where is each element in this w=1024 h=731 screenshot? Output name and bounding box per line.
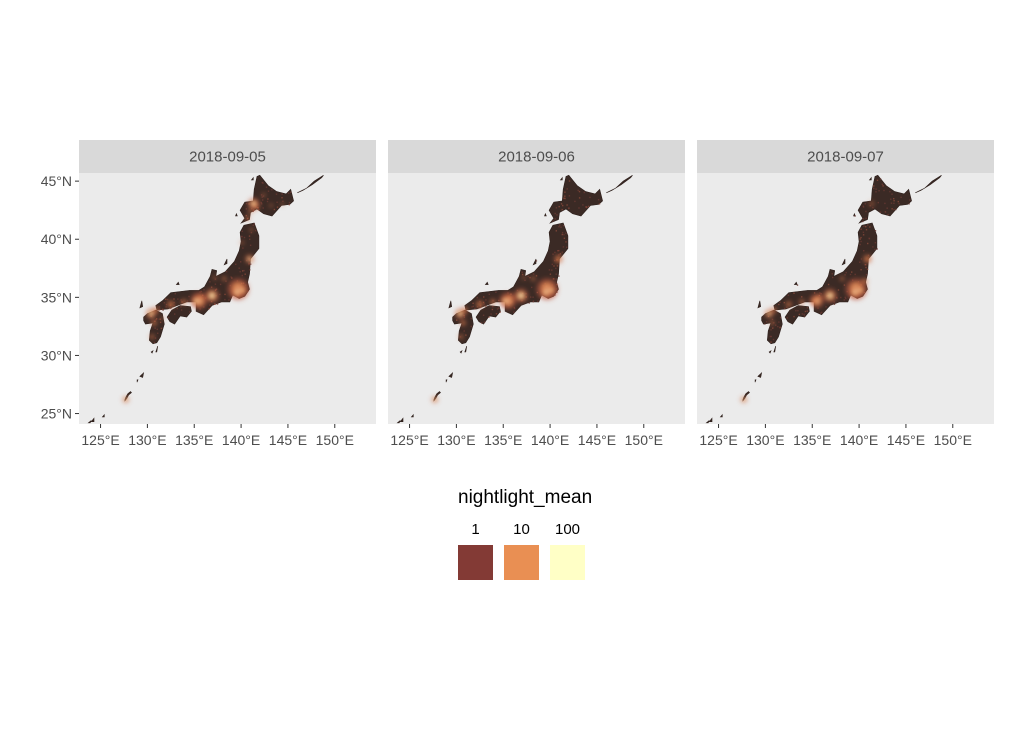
island-ishigaki	[708, 417, 713, 423]
x-tick-label: 150°E	[316, 432, 354, 448]
legend-key	[550, 545, 585, 580]
y-tick-label: 40°N	[41, 231, 72, 247]
nightlight-clusters	[122, 192, 285, 404]
island-miyako	[719, 413, 723, 418]
facet-strip-label: 2018-09-05	[189, 149, 266, 166]
facet-strip	[388, 140, 685, 173]
island-okushiri	[235, 212, 238, 217]
legend-label: 10	[513, 521, 530, 538]
y-axis: 25°N 30°N 35°N 40°N 45°N	[41, 173, 79, 422]
x-tick-label: 145°E	[578, 432, 616, 448]
x-tick-label: 130°E	[746, 432, 784, 448]
x-tick-label: 135°E	[175, 432, 213, 448]
island-kuril1	[915, 175, 942, 194]
japan-map	[396, 174, 633, 424]
island-ishigaki	[399, 417, 404, 423]
x-tick-label: 140°E	[222, 432, 260, 448]
y-tick-label: 25°N	[41, 406, 72, 422]
island-miyako	[410, 413, 414, 418]
island-oki	[484, 281, 489, 285]
nightlight-clusters	[740, 200, 876, 404]
island-shikoku	[784, 305, 810, 325]
legend-title: nightlight_mean	[458, 487, 592, 508]
legend-label: 1	[471, 521, 479, 538]
island-oki	[175, 281, 180, 285]
facet-panel: 2018-09-06 125°E 130°E 135°E 140°E 145°E 150°E	[388, 140, 685, 448]
facet-panel: 2018-09-05 125°E 130°E 135°E 140°E 145°E 150°E	[79, 140, 376, 448]
facet-panel: 2018-09-07 125°E 130°E 135°E 140°E 145°E 150°E	[697, 140, 994, 448]
x-tick-label: 140°E	[840, 432, 878, 448]
x-tick-label: 150°E	[625, 432, 663, 448]
legend-key	[458, 545, 493, 580]
legend-key	[504, 545, 539, 580]
facet-strip	[79, 140, 376, 173]
x-tick-label: 135°E	[793, 432, 831, 448]
facet-strip-label: 2018-09-06	[498, 149, 575, 166]
japan-map	[705, 174, 942, 424]
x-tick-label: 150°E	[934, 432, 972, 448]
island-rishiri	[559, 176, 563, 181]
island-tsushima	[448, 300, 453, 309]
x-tick-label: 145°E	[887, 432, 925, 448]
island-amami	[448, 372, 454, 378]
island-kuril1	[297, 175, 324, 194]
island-yakushima	[768, 350, 772, 354]
island-iriomote	[705, 420, 710, 424]
y-tick-label: 35°N	[41, 289, 72, 305]
island-iriomote	[87, 420, 92, 424]
island-rishiri	[868, 176, 872, 181]
island-amami	[139, 372, 145, 378]
island-sado	[223, 258, 228, 266]
legend-label: 100	[555, 521, 580, 538]
island-tanegashima	[773, 346, 776, 353]
y-tick-label: 30°N	[41, 347, 72, 363]
island-oki	[793, 281, 798, 285]
x-tick-label: 125°E	[81, 432, 119, 448]
facet-strip-label: 2018-09-07	[807, 149, 884, 166]
island-hokkaido	[239, 174, 294, 224]
island-tokunoshima	[136, 379, 139, 383]
island-shikoku	[166, 305, 192, 325]
island-tokunoshima	[445, 379, 448, 383]
facet-strip	[697, 140, 994, 173]
island-hokkaido	[548, 174, 603, 224]
x-tick-label: 125°E	[699, 432, 737, 448]
island-tanegashima	[464, 346, 467, 353]
legend: nightlight_mean 1 10 100	[458, 487, 592, 580]
island-tokunoshima	[754, 379, 757, 383]
nightlight-clusters	[431, 254, 564, 404]
island-tsushima	[757, 300, 762, 309]
island-miyako	[101, 413, 105, 418]
island-kuril1	[606, 175, 633, 194]
y-tick-label: 45°N	[41, 173, 72, 189]
island-tsushima	[139, 300, 144, 309]
japan-map	[87, 174, 324, 424]
x-tick-label: 130°E	[437, 432, 475, 448]
x-tick-label: 135°E	[484, 432, 522, 448]
island-iriomote	[396, 420, 401, 424]
x-tick-label: 130°E	[128, 432, 166, 448]
x-tick-label: 145°E	[269, 432, 307, 448]
island-rishiri	[250, 176, 254, 181]
island-yakushima	[150, 350, 154, 354]
island-amami	[757, 372, 763, 378]
island-okushiri	[544, 212, 547, 217]
island-sado	[841, 258, 846, 266]
island-yakushima	[459, 350, 463, 354]
island-hokkaido	[857, 174, 912, 224]
facet-panels: 2018-09-05 125°E 130°E 135°E 140°E 145°E 150°E…	[41, 140, 994, 448]
island-tanegashima	[155, 346, 158, 353]
x-tick-label: 125°E	[390, 432, 428, 448]
x-tick-label: 140°E	[531, 432, 569, 448]
island-ishigaki	[90, 417, 95, 423]
